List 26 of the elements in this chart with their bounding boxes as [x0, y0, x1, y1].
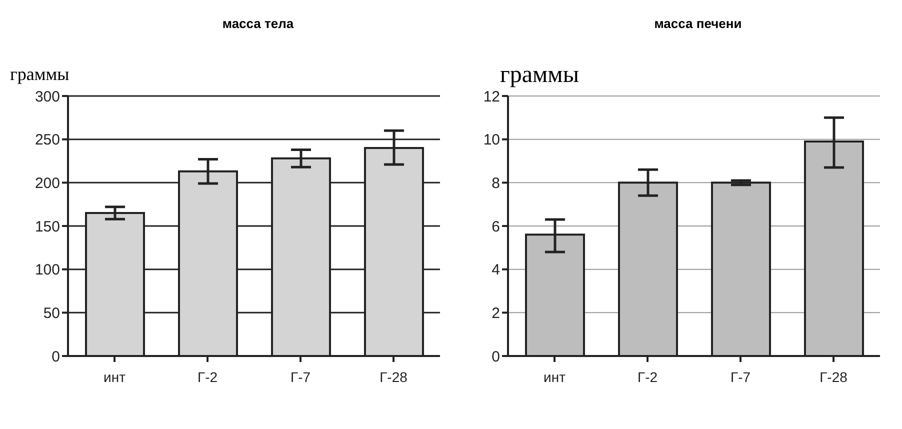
y-tick-label: 100 [34, 262, 60, 279]
y-axis-title: граммы [10, 64, 70, 85]
x-tick-label: инт [104, 368, 126, 385]
y-tick-label: 0 [52, 348, 60, 366]
y-tick-label: 12 [483, 88, 500, 106]
y-tick-label: 200 [34, 174, 60, 192]
y-axis-title: граммы [500, 62, 579, 89]
y-tick-label: 250 [34, 132, 60, 149]
chart-title: масса печени [653, 16, 743, 33]
y-tick-label: 8 [492, 174, 500, 192]
y-tick-label: 150 [34, 218, 60, 236]
y-tick-label: 300 [34, 88, 60, 106]
y-tick-label: 4 [492, 262, 500, 279]
x-tick-label: Г-28 [820, 368, 848, 385]
x-tick-label: инт [544, 368, 566, 385]
x-tick-label: Г-28 [380, 368, 408, 385]
x-tick-label: Г-2 [637, 368, 658, 385]
y-tick-label: 6 [492, 218, 500, 236]
y-tick-label: 50 [43, 304, 60, 322]
x-tick-label: Г-2 [197, 368, 218, 385]
y-tick-label: 10 [483, 132, 500, 149]
y-tick-label: 0 [492, 348, 500, 366]
x-tick-label: Г-7 [730, 368, 751, 385]
chart-title: масса тела [221, 16, 295, 33]
y-tick-label: 2 [492, 304, 500, 322]
x-tick-label: Г-7 [290, 368, 311, 385]
